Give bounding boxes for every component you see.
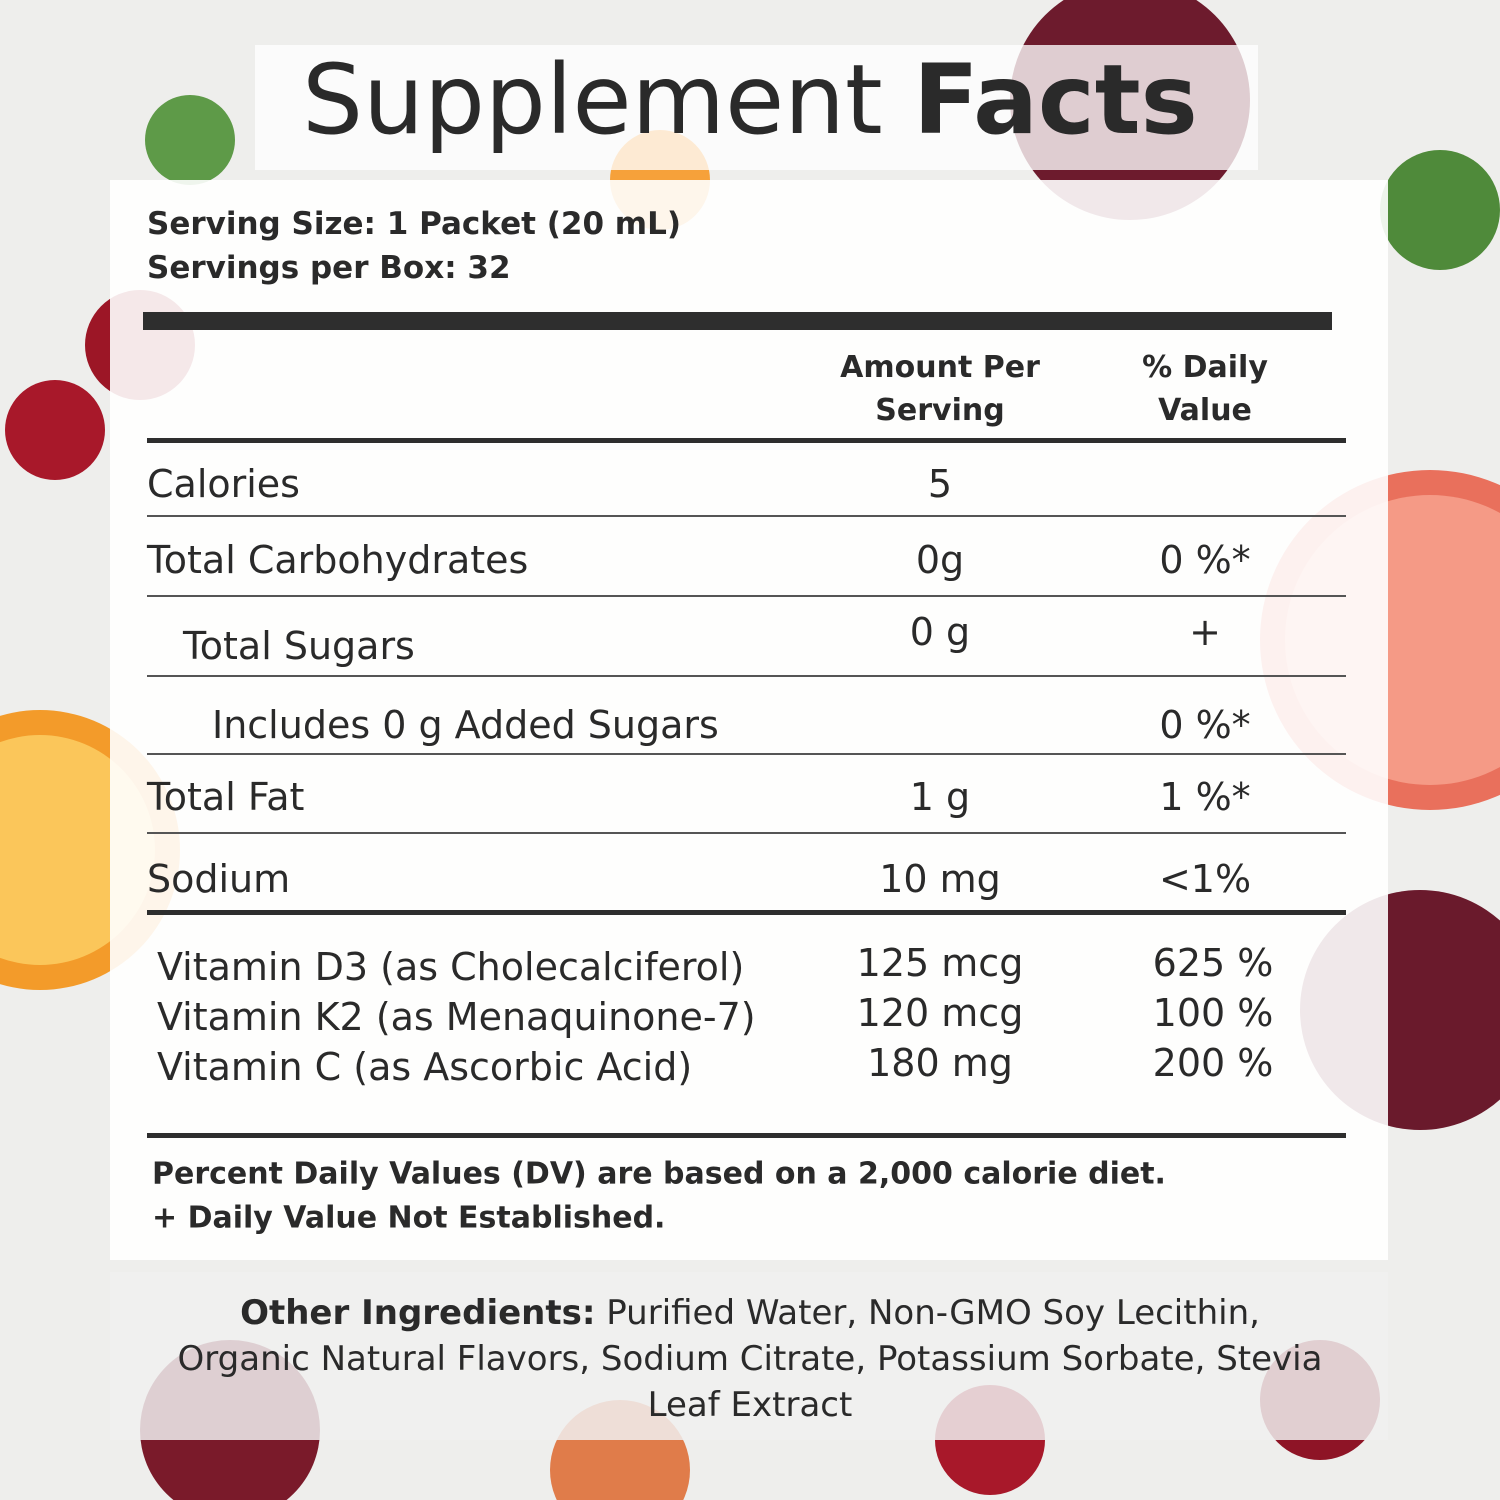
separator (147, 832, 1346, 834)
vitamin-daily-value: 625 % (1152, 941, 1274, 985)
row-label: Total Fat (147, 775, 305, 819)
footnote: + Daily Value Not Established. (152, 1200, 666, 1236)
row-label: Includes 0 g Added Sugars (212, 703, 719, 747)
separator (147, 753, 1346, 755)
rule (147, 910, 1346, 915)
serving-size: Serving Size: 1 Packet (20 mL) (147, 206, 682, 242)
rule (147, 438, 1346, 443)
row-amount: 5 (927, 462, 953, 506)
title-bold: Facts (913, 44, 1198, 156)
row-amount: 10 mg (879, 857, 1001, 901)
ingredients-label: Other Ingredients: (240, 1293, 596, 1333)
row-daily-value: 0 %* (1159, 538, 1251, 582)
vitamin-daily-value: 100 % (1152, 991, 1274, 1035)
vitamin-label: Vitamin C (as Ascorbic Acid) (157, 1045, 693, 1089)
servings-per-box: Servings per Box: 32 (147, 250, 511, 286)
amount-header: Amount Per Serving (840, 350, 1040, 428)
separator (147, 515, 1346, 517)
row-amount: 1 g (909, 775, 971, 819)
row-daily-value: + (1189, 610, 1221, 654)
rule (147, 1133, 1346, 1138)
footnote: Percent Daily Values (DV) are based on a… (152, 1156, 1166, 1192)
title-regular: Supplement (302, 44, 883, 156)
ingredients-text: Purified Water, Non-GMO Soy Lecithin, Or… (177, 1293, 1323, 1425)
row-label: Total Sugars (183, 624, 415, 668)
title: Supplement Facts (302, 44, 1198, 156)
row-label: Calories (147, 462, 300, 506)
row-label: Sodium (147, 857, 291, 901)
row-amount: 0g (915, 538, 965, 582)
row-amount: 0 g (909, 610, 971, 654)
separator (147, 595, 1346, 597)
row-daily-value: 1 %* (1159, 775, 1251, 819)
row-daily-value: 0 %* (1159, 703, 1251, 747)
separator (147, 675, 1346, 677)
vitamin-label: Vitamin D3 (as Cholecalciferol) (157, 945, 745, 989)
vitamin-label: Vitamin K2 (as Menaquinone-7) (157, 995, 756, 1039)
thick-rule (143, 312, 1332, 330)
dv-header: % Daily Value (1142, 350, 1268, 428)
other-ingredients: Other Ingredients: Purified Water, Non-G… (170, 1290, 1330, 1428)
row-label: Total Carbohydrates (147, 538, 529, 582)
vitamin-amount: 125 mcg (856, 941, 1024, 985)
vitamin-amount: 120 mcg (856, 991, 1024, 1035)
vitamin-daily-value: 200 % (1152, 1041, 1274, 1085)
row-daily-value: <1% (1158, 857, 1252, 901)
vitamin-amount: 180 mg (867, 1041, 1013, 1085)
